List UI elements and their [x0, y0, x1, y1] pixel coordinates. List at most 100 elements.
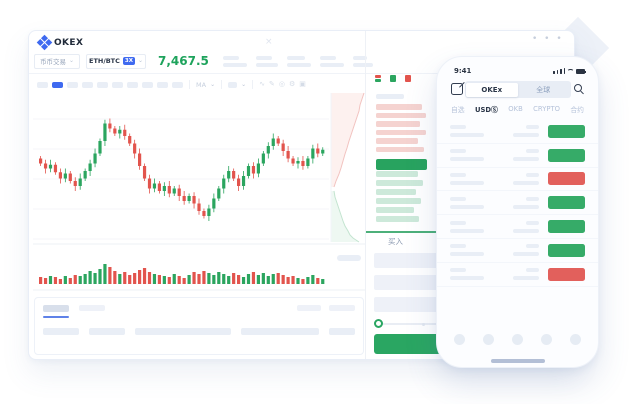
- segment-global[interactable]: 全球: [536, 85, 551, 94]
- segment-okex[interactable]: OKEx: [466, 82, 518, 97]
- header-divider: [29, 73, 574, 74]
- toolbar-divider: [189, 80, 190, 89]
- market-tab-1[interactable]: 自选: [451, 106, 465, 114]
- timeframe-pill[interactable]: [172, 81, 183, 88]
- subprice-pill: [513, 252, 539, 257]
- market-tab-5[interactable]: 合约: [570, 106, 584, 114]
- tabbar-item-icon[interactable]: [541, 334, 552, 345]
- change-percent-button[interactable]: [548, 172, 585, 186]
- orderbook-bid-row[interactable]: [376, 198, 421, 204]
- phone-status-bar: 9:41: [454, 66, 586, 75]
- list-item[interactable]: [437, 263, 598, 287]
- orderbook-bid-row[interactable]: [376, 189, 416, 195]
- stat-pill: [222, 55, 239, 60]
- change-percent-button[interactable]: [548, 267, 585, 281]
- close-icon[interactable]: ×: [265, 37, 273, 47]
- indicator-select[interactable]: [228, 81, 238, 88]
- orderbook-ask-row[interactable]: [376, 146, 424, 152]
- tabbar-item-icon[interactable]: [570, 334, 581, 345]
- price-pill: [526, 268, 539, 273]
- stat-pill: [352, 55, 367, 60]
- timeframe-pill[interactable]: [157, 81, 168, 88]
- pair-placeholder: [450, 244, 484, 257]
- home-indicator[interactable]: [490, 359, 545, 363]
- orderbook-bid-row[interactable]: [376, 171, 418, 177]
- stat-pill: [255, 62, 278, 67]
- change-percent-button[interactable]: [548, 148, 585, 162]
- list-item[interactable]: [437, 215, 598, 239]
- candlestick-volume-depth-chart[interactable]: [33, 91, 365, 291]
- window-menu-dots-icon[interactable]: • • •: [532, 34, 564, 44]
- list-item[interactable]: [437, 239, 598, 263]
- list-item[interactable]: [437, 120, 598, 144]
- book-view-asks-icon[interactable]: [405, 75, 411, 82]
- timeframe-pill[interactable]: [112, 81, 123, 88]
- tab-buy[interactable]: 买入: [388, 237, 403, 246]
- stat-pill: [222, 62, 247, 67]
- chevron-down-icon: ⌄: [68, 57, 75, 64]
- name-pill: [450, 149, 466, 154]
- panel-action-placeholder[interactable]: [329, 305, 355, 311]
- fullscreen-icon[interactable]: ▣: [299, 80, 306, 88]
- slider-handle[interactable]: [374, 319, 383, 328]
- timeframe-pill[interactable]: [82, 81, 93, 88]
- price-placeholder: [513, 196, 539, 209]
- tab-open-orders[interactable]: [43, 305, 69, 312]
- draw-tool-icon[interactable]: ✎: [269, 80, 275, 88]
- pair-select[interactable]: ETH/BTC 3X ⌄: [86, 53, 146, 69]
- list-item[interactable]: [437, 144, 598, 168]
- timeframe-pill[interactable]: [52, 81, 63, 88]
- orderbook-ask-row[interactable]: [376, 138, 418, 144]
- stat-pill: [319, 55, 336, 60]
- subprice-pill: [513, 133, 539, 138]
- settings-icon[interactable]: ⚙: [288, 80, 296, 88]
- line-tool-icon[interactable]: ∿: [259, 80, 265, 88]
- chevron-down-icon: ⌄: [137, 57, 143, 64]
- change-percent-button[interactable]: [548, 243, 585, 257]
- market-tab-4[interactable]: CRYPTO: [533, 105, 560, 113]
- tabbar-item-icon[interactable]: [512, 334, 523, 345]
- change-percent-button[interactable]: [548, 124, 585, 138]
- chevron-down-icon[interactable]: ⌄: [210, 80, 216, 88]
- list-item[interactable]: [437, 168, 598, 192]
- edit-compose-icon[interactable]: [451, 83, 463, 95]
- name-pill: [450, 244, 466, 249]
- timeframe-pill[interactable]: [142, 81, 153, 88]
- search-icon[interactable]: [574, 84, 582, 92]
- orderbook-ask-row[interactable]: [376, 121, 420, 127]
- target-tool-icon[interactable]: ◎: [278, 80, 285, 88]
- timeframe-pill[interactable]: [67, 81, 78, 88]
- price-placeholder: [513, 125, 539, 138]
- subname-pill: [450, 157, 484, 162]
- market-tabs: 自选 USDⓈ OKB CRYPTO 合约: [451, 104, 584, 114]
- orderbook-bid-row[interactable]: [376, 216, 419, 222]
- change-percent-button[interactable]: [548, 220, 585, 234]
- panel-action-placeholder[interactable]: [297, 305, 321, 311]
- phone-header: OKEx 全球: [437, 81, 598, 99]
- orderbook-ask-row[interactable]: [376, 129, 426, 135]
- book-view-bids-icon[interactable]: [390, 75, 396, 82]
- orderbook-ask-row[interactable]: [376, 104, 422, 110]
- orderbook-bid-row[interactable]: [376, 180, 423, 186]
- tab-order-history[interactable]: [79, 305, 105, 311]
- orderbook-ask-row[interactable]: [376, 112, 426, 118]
- timeframe-pill[interactable]: [127, 81, 138, 88]
- chevron-down-icon[interactable]: ⌄: [241, 80, 247, 88]
- tabbar-item-icon[interactable]: [483, 334, 494, 345]
- list-item[interactable]: [437, 191, 598, 216]
- change-percent-button[interactable]: [548, 196, 585, 210]
- market-tab-2[interactable]: USDⓈ: [475, 106, 498, 114]
- volume-label-placeholder: [337, 255, 361, 261]
- ma-indicator-label[interactable]: MA: [196, 80, 207, 89]
- name-pill: [450, 268, 466, 273]
- market-type-select[interactable]: 币币交易 ⌄: [34, 53, 80, 69]
- orderbook-bid-row[interactable]: [376, 207, 414, 213]
- market-scope-segmented-control[interactable]: OKEx 全球: [464, 81, 571, 98]
- tabbar-item-icon[interactable]: [454, 334, 465, 345]
- timeframe-pill[interactable]: [37, 81, 48, 88]
- market-type-label: 币币交易: [39, 58, 66, 66]
- book-view-both-icon[interactable]: [375, 75, 381, 82]
- timeframe-pill[interactable]: [97, 81, 108, 88]
- market-tab-3[interactable]: OKB: [508, 105, 523, 113]
- price-placeholder: [513, 268, 539, 281]
